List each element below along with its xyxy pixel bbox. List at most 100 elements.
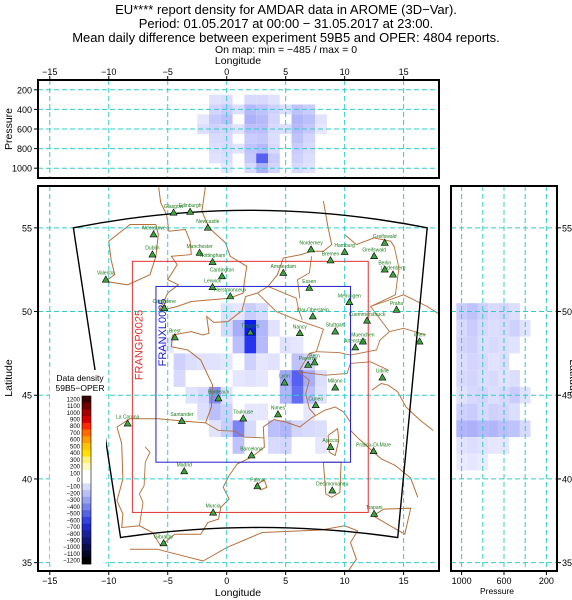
top-heatmap-cell (220, 153, 233, 164)
station-marker (226, 292, 235, 300)
country-border (316, 246, 400, 356)
colorbar-swatch (82, 396, 91, 404)
station-marker (370, 251, 379, 260)
map-y-tick-label: 45 (22, 391, 32, 401)
legend-background (50, 370, 106, 564)
station-marker (358, 337, 367, 345)
station-label: Toulouse (233, 410, 253, 416)
station-label: Manchester (187, 244, 213, 250)
top-x-tick-label: 5 (283, 67, 288, 77)
map-x-tick-label: 15 (399, 576, 409, 586)
right-heatmap-cell (498, 336, 510, 354)
right-heatmap-cell (509, 303, 520, 320)
station-marker (378, 373, 387, 381)
top-heatmap-cell (244, 153, 257, 164)
map-heatmap-cell (232, 370, 245, 387)
map-heatmap-cell (303, 370, 316, 387)
colorbar-swatch (82, 510, 91, 518)
map-heatmap-cell (303, 353, 316, 371)
colorbar-swatch (82, 516, 91, 524)
colorbar-tick-label: 500 (70, 444, 81, 450)
top-heatmap-cell (209, 94, 221, 105)
top-heatmap-cell (303, 163, 316, 174)
colorbar-tick-label: 800 (70, 424, 81, 430)
coastline (371, 382, 434, 431)
colorbar-swatch (82, 537, 91, 545)
colorbar-swatch (82, 496, 91, 504)
top-x-axis-label: Longitude (215, 55, 261, 67)
station-label: Hamburg (334, 243, 355, 249)
map-heatmap-cell (244, 370, 257, 387)
right-heatmap-cell (509, 370, 520, 387)
colorbar-tick-label: 1200 (67, 397, 81, 403)
country-border (297, 256, 313, 299)
station-label: Altenstadt (344, 339, 367, 345)
right-heatmap-cell (488, 353, 499, 371)
station-marker (369, 446, 378, 455)
station-label: Valentia (97, 271, 115, 277)
right-heatmap-cell (466, 420, 478, 438)
colorbar-swatch (82, 550, 91, 558)
station-label: Gibraltar (154, 534, 174, 540)
map-heatmap-cell (161, 336, 174, 354)
coastline (158, 186, 248, 312)
station-label: Glasgow (164, 204, 184, 210)
map-heatmap-cell (256, 370, 268, 387)
colorbar-tick-label: −200 (66, 491, 80, 497)
station-label: Pratica-Di-Mare (356, 442, 391, 448)
station-label: Trappes (241, 323, 260, 329)
map-x-tick-label: 5 (283, 576, 288, 586)
station-marker (388, 270, 398, 278)
top-heatmap-cell (267, 153, 280, 164)
station-marker (351, 343, 360, 351)
station-label: Aldergrove (141, 226, 165, 232)
right-y-tick-label: 35 (562, 558, 572, 568)
station-marker (239, 414, 248, 422)
colorbar-tick-label: −1100 (64, 552, 81, 558)
coastline (372, 507, 412, 535)
station-marker (380, 238, 389, 246)
station-label: Palma (250, 477, 264, 483)
station-marker (208, 257, 217, 265)
pressure-latitude-panel: 35 40 45 50 55 1000 600 200 Pressure Latitude (450, 185, 572, 596)
station-marker (331, 327, 340, 335)
right-y-tick-label: 55 (562, 223, 572, 233)
map-x-axis-label: Longitude (215, 587, 261, 599)
map-heatmap-cell (209, 403, 221, 421)
station-marker (308, 312, 317, 320)
station-label: Camborne (153, 299, 177, 305)
colorbar-tick-label: 700 (70, 431, 81, 437)
right-heatmap-cell (477, 319, 489, 337)
map-heatmap-cell (291, 353, 304, 371)
map-heatmap-cell (279, 336, 292, 354)
station-marker (307, 245, 316, 253)
station-marker (203, 223, 212, 231)
map-heatmap-cell (185, 353, 198, 371)
map-heatmap-cell (232, 437, 245, 454)
station-marker (279, 268, 288, 276)
colorbar-swatch (82, 476, 91, 484)
map-heatmap-cell (256, 336, 268, 354)
station-label: Brest (169, 328, 181, 334)
station-label: Bremen (322, 251, 340, 257)
top-y-tick-label: 400 (17, 105, 32, 115)
station-label: Bern (309, 354, 320, 360)
right-y-tick-label: 50 (562, 307, 572, 317)
station-marker (311, 400, 320, 408)
right-x-tick-label: 1000 (452, 576, 472, 586)
map-y-tick-label: 40 (22, 474, 32, 484)
colorbar-swatch (82, 436, 91, 444)
station-marker (345, 297, 354, 306)
station-marker (159, 538, 168, 547)
title-line-4: On map: min = −485 / max = 0 (214, 44, 358, 56)
station-label: Trapani (366, 505, 383, 511)
station-marker (177, 416, 186, 424)
coastline (116, 406, 419, 547)
map-heatmap-cell (220, 353, 233, 371)
top-heatmap-cell (197, 124, 210, 134)
right-heatmap-cell (466, 403, 478, 421)
top-panel-plot-area (38, 80, 439, 178)
station-marker (340, 247, 349, 255)
map-heatmap-cell (197, 353, 210, 371)
station-label: Decimomannu (316, 482, 348, 488)
